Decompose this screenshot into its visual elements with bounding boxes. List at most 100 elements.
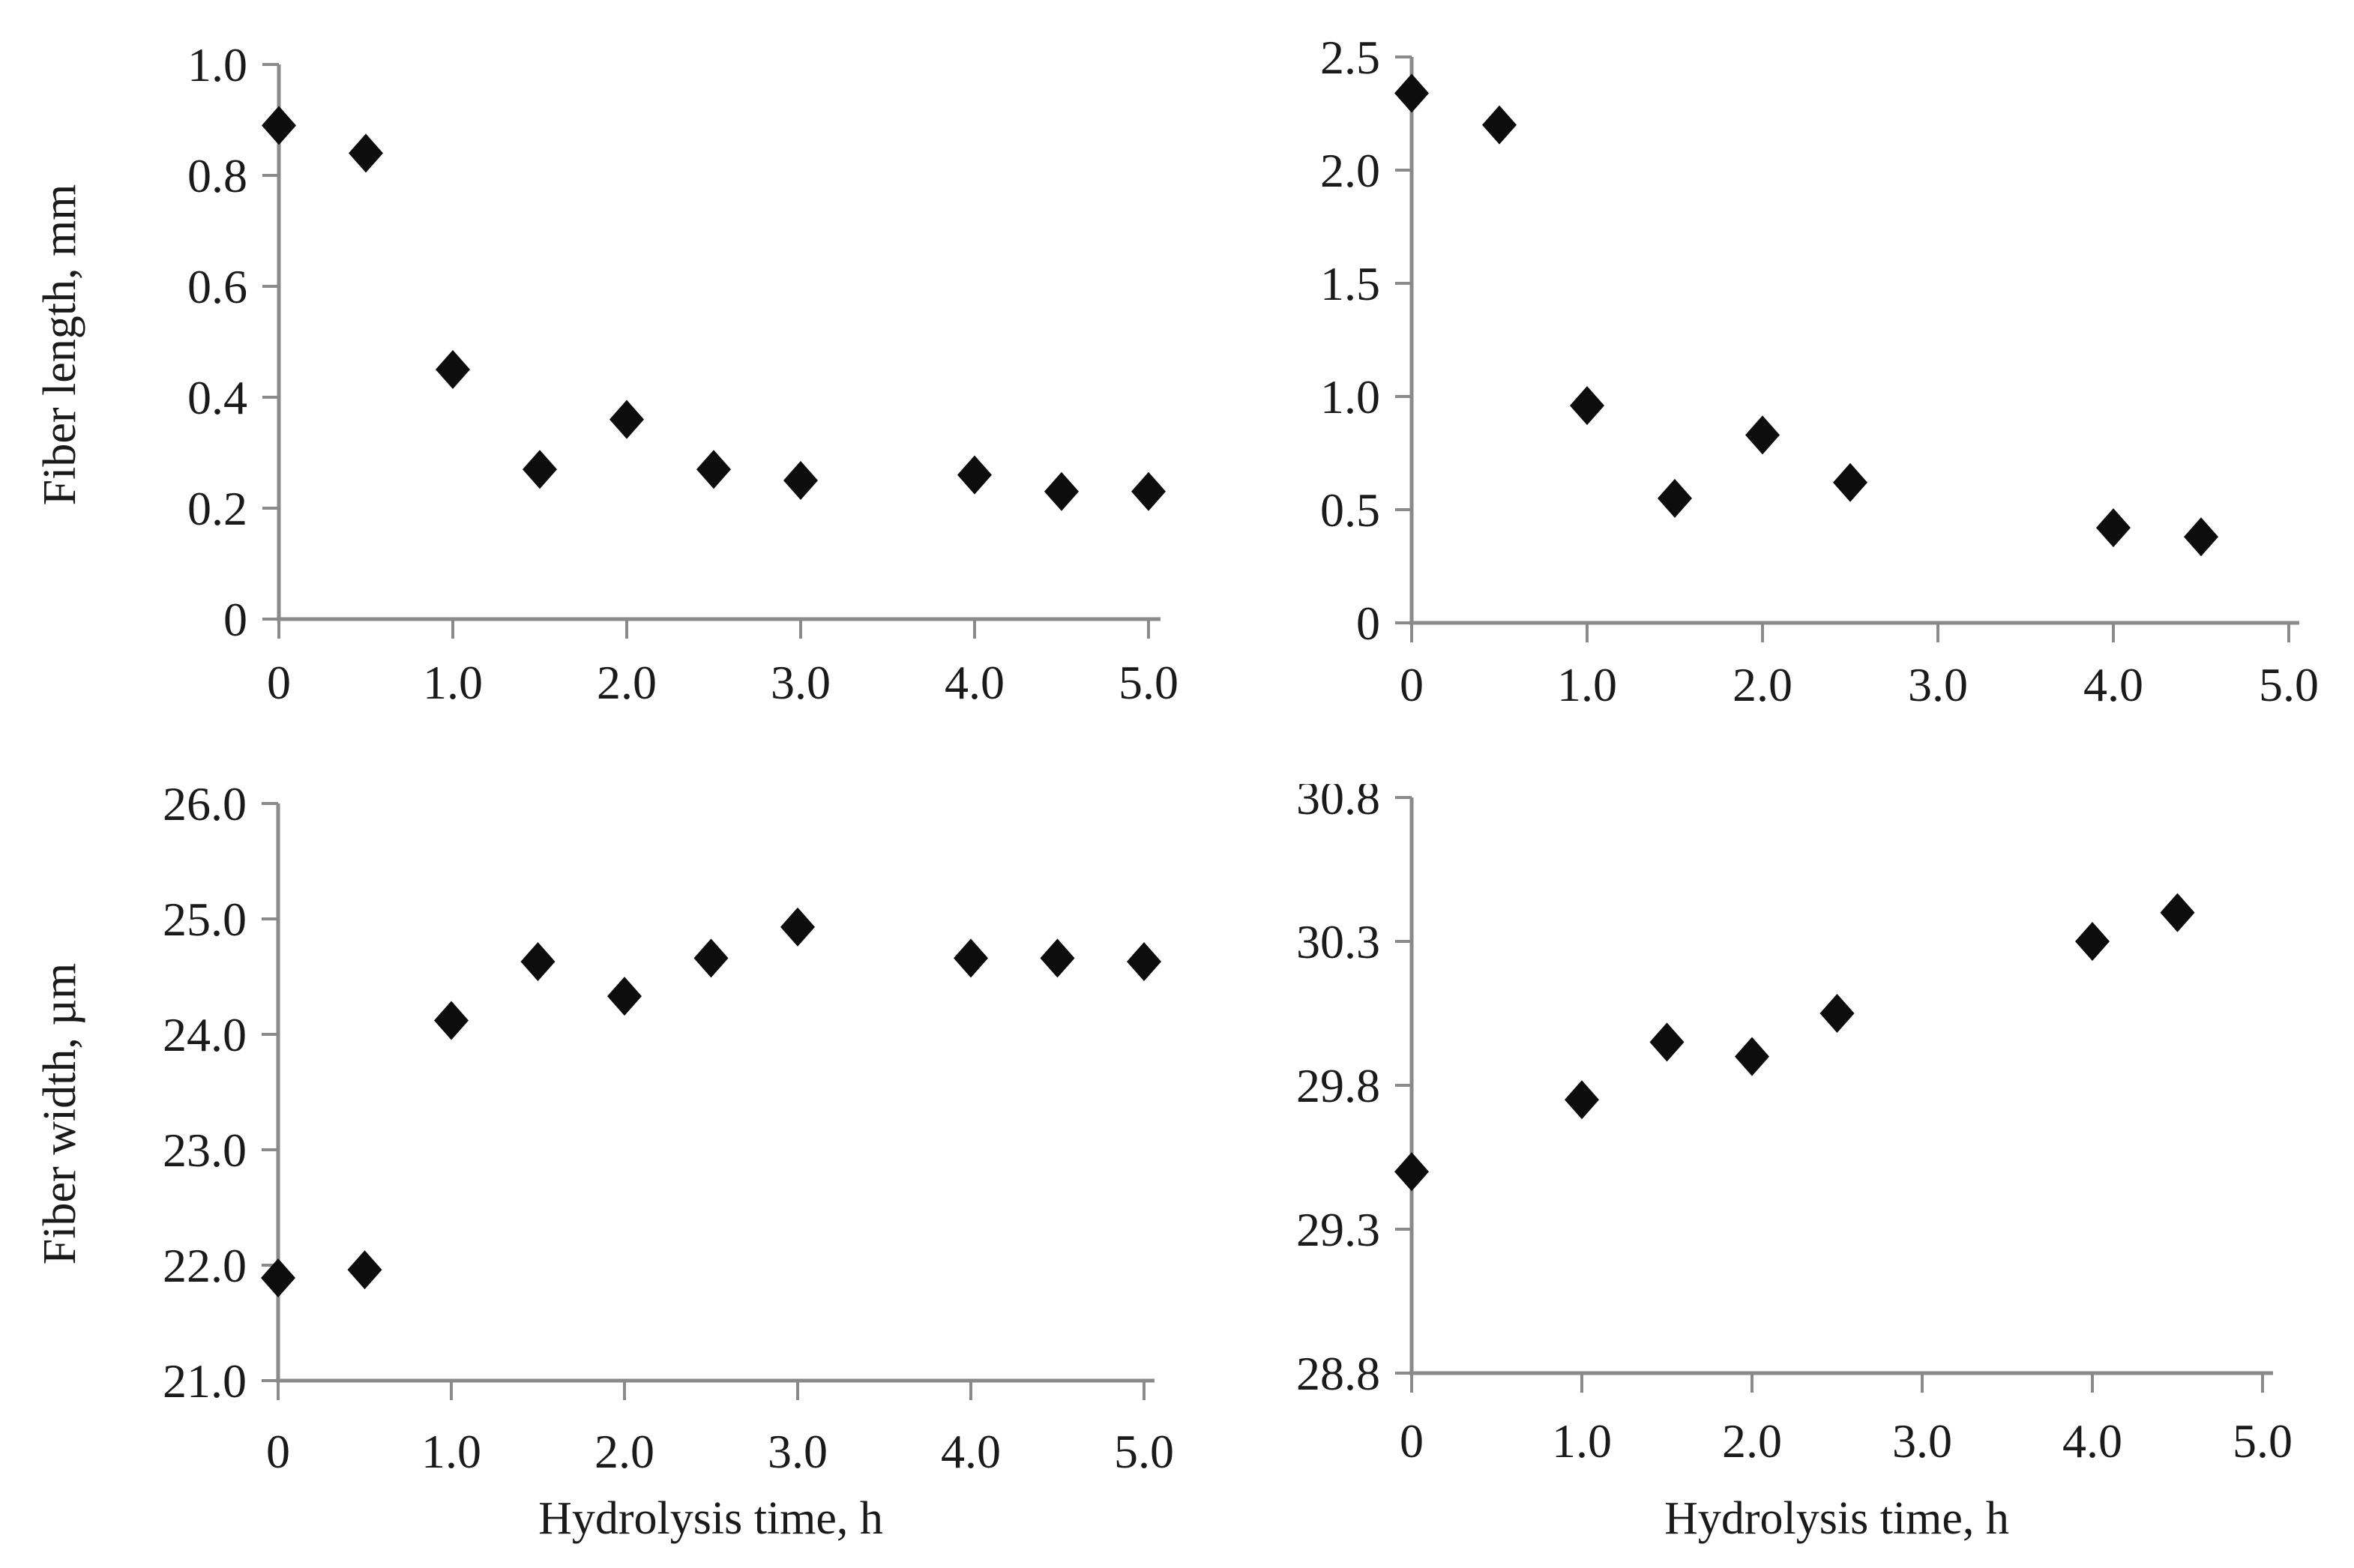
x-tick-label: 3.0	[771, 656, 831, 709]
data-point-marker	[696, 450, 731, 489]
x-axis-title: Hydrolysis time, h	[1664, 1493, 2009, 1544]
data-points-group	[1394, 893, 2195, 1192]
data-points-group	[262, 106, 1166, 511]
data-point-marker	[780, 907, 815, 947]
x-tick-label: 5.0	[1119, 656, 1177, 709]
x-axis-title: Hydrolysis time, h	[538, 1493, 883, 1544]
x-tick-label: 2.0	[1733, 658, 1792, 711]
y-tick-label: 22.0	[163, 1239, 247, 1292]
data-point-marker	[262, 106, 296, 145]
data-point-marker	[436, 350, 470, 389]
y-tick-label: 1.0	[187, 38, 247, 91]
y-axis-title: Fiber length, mm	[34, 184, 85, 506]
x-tick-label: 0	[1400, 1414, 1424, 1468]
x-tick-label: 4.0	[941, 1425, 1001, 1478]
scatter-plot-fiber-length-right: 0 0.5 1.0 1.5 2.0 2.5 0 1.0 2.0 3.0 4.0 5.0	[1320, 31, 2319, 711]
data-point-marker	[434, 1001, 469, 1040]
data-point-marker	[1131, 471, 1166, 511]
data-point-marker	[2160, 893, 2195, 932]
scatter-plot-fiber-width-right: 28.8 29.3 29.8 30.3 30.8 0 1.0 2.0 3.0 4.0 5.0 Hyd…	[1296, 784, 2293, 1544]
y-tick-label: 1.0	[1320, 370, 1380, 423]
data-point-marker	[693, 938, 729, 978]
axes-group: 0 0.2 0.4 0.6 0.8 1.0 0 1.0 2.0 3.0 4.0 5.0	[187, 38, 1177, 709]
panel-bottom-left: 21.0 22.0 23.0 24.0 25.0 26.0 0 1.0 2.0 3.0 4.0 5.0…	[0, 784, 1177, 1568]
y-tick-label: 30.3	[1296, 915, 1380, 968]
x-tick-label: 4.0	[945, 656, 1005, 709]
data-point-marker	[1570, 386, 1604, 426]
data-point-marker	[523, 450, 557, 489]
x-tick-label: 1.0	[1552, 1414, 1612, 1468]
axes-group: 28.8 29.3 29.8 30.3 30.8 0 1.0 2.0 3.0 4.0 5.0	[1296, 784, 2293, 1468]
y-tick-label: 28.8	[1296, 1347, 1380, 1400]
panel-top-left: 0 0.2 0.4 0.6 0.8 1.0 0 1.0 2.0 3.0 4.0 5.0 Fiber l…	[0, 0, 1177, 784]
y-tick-label: 2.0	[1320, 144, 1380, 197]
y-tick-label: 29.3	[1296, 1203, 1380, 1256]
panel-bottom-right: 28.8 29.3 29.8 30.3 30.8 0 1.0 2.0 3.0 4.0 5.0 Hyd…	[1177, 784, 2354, 1568]
x-tick-label: 2.0	[1722, 1414, 1782, 1468]
data-point-marker	[347, 1250, 382, 1290]
x-tick-label: 1.0	[423, 656, 483, 709]
data-point-marker	[609, 399, 644, 439]
data-point-marker	[261, 1258, 295, 1297]
x-tick-label: 2.0	[597, 656, 657, 709]
y-tick-label: 30.8	[1296, 784, 1380, 824]
data-point-marker	[607, 977, 642, 1016]
data-point-marker	[1745, 415, 1780, 455]
data-point-marker	[1044, 471, 1079, 511]
data-point-marker	[1040, 938, 1075, 978]
data-point-marker	[2096, 508, 2131, 548]
x-tick-label: 5.0	[2233, 1414, 2293, 1468]
y-axis-title: Fiber width, µm	[34, 963, 85, 1265]
data-point-marker	[1735, 1037, 1769, 1076]
x-tick-label: 4.0	[2062, 1414, 2122, 1468]
data-point-marker	[1819, 994, 1855, 1033]
data-points-group	[261, 907, 1161, 1297]
data-point-marker	[954, 938, 988, 978]
y-tick-label: 1.5	[1320, 257, 1380, 310]
data-point-marker	[1658, 478, 1692, 518]
data-point-marker	[520, 941, 556, 981]
x-tick-label: 1.0	[1557, 658, 1617, 711]
x-tick-label: 3.0	[1908, 658, 1968, 711]
x-tick-label: 3.0	[768, 1425, 828, 1478]
y-tick-label: 26.0	[163, 784, 247, 830]
data-points-group	[1394, 73, 2218, 557]
y-tick-label: 23.0	[163, 1124, 247, 1177]
data-point-marker	[1127, 941, 1161, 981]
data-point-marker	[1833, 462, 1867, 502]
y-tick-label: 0	[1356, 597, 1380, 650]
axes-group: 0 0.5 1.0 1.5 2.0 2.5 0 1.0 2.0 3.0 4.0 5.0	[1320, 31, 2319, 711]
x-tick-label: 2.0	[594, 1425, 654, 1478]
y-tick-label: 29.8	[1296, 1059, 1380, 1112]
axes-group: 21.0 22.0 23.0 24.0 25.0 26.0 0 1.0 2.0 3.0 4.0 5.0	[163, 784, 1174, 1478]
y-tick-label: 0	[223, 593, 247, 646]
y-tick-label: 0.8	[187, 149, 247, 202]
data-point-marker	[1649, 1022, 1685, 1062]
y-tick-label: 0.6	[187, 260, 247, 313]
x-tick-label: 0	[267, 656, 291, 709]
y-tick-label: 0.4	[187, 371, 247, 424]
x-tick-label: 0	[1400, 658, 1424, 711]
scatter-plot-fiber-length-left: 0 0.2 0.4 0.6 0.8 1.0 0 1.0 2.0 3.0 4.0 5.0 Fiber l…	[34, 38, 1177, 709]
y-tick-label: 0.2	[187, 482, 247, 535]
data-point-marker	[349, 133, 383, 173]
data-point-marker	[2184, 517, 2218, 557]
data-point-marker	[783, 461, 818, 500]
scatter-plot-fiber-width-left: 21.0 22.0 23.0 24.0 25.0 26.0 0 1.0 2.0 3.0 4.0 5.0…	[34, 784, 1174, 1544]
y-tick-label: 25.0	[163, 893, 247, 946]
data-point-marker	[957, 455, 992, 495]
x-tick-label: 5.0	[2259, 658, 2319, 711]
data-point-marker	[1565, 1080, 1599, 1120]
x-tick-label: 5.0	[1114, 1425, 1174, 1478]
y-tick-label: 24.0	[163, 1008, 247, 1061]
y-tick-label: 0.5	[1320, 483, 1380, 537]
data-point-marker	[2075, 922, 2110, 961]
x-tick-label: 0	[266, 1425, 290, 1478]
x-tick-label: 4.0	[2083, 658, 2143, 711]
panel-top-right: 0 0.5 1.0 1.5 2.0 2.5 0 1.0 2.0 3.0 4.0 5.0	[1177, 0, 2354, 784]
x-tick-label: 3.0	[1892, 1414, 1952, 1468]
y-tick-label: 21.0	[163, 1354, 247, 1408]
data-point-marker	[1482, 105, 1517, 145]
y-tick-label: 2.5	[1320, 31, 1380, 84]
